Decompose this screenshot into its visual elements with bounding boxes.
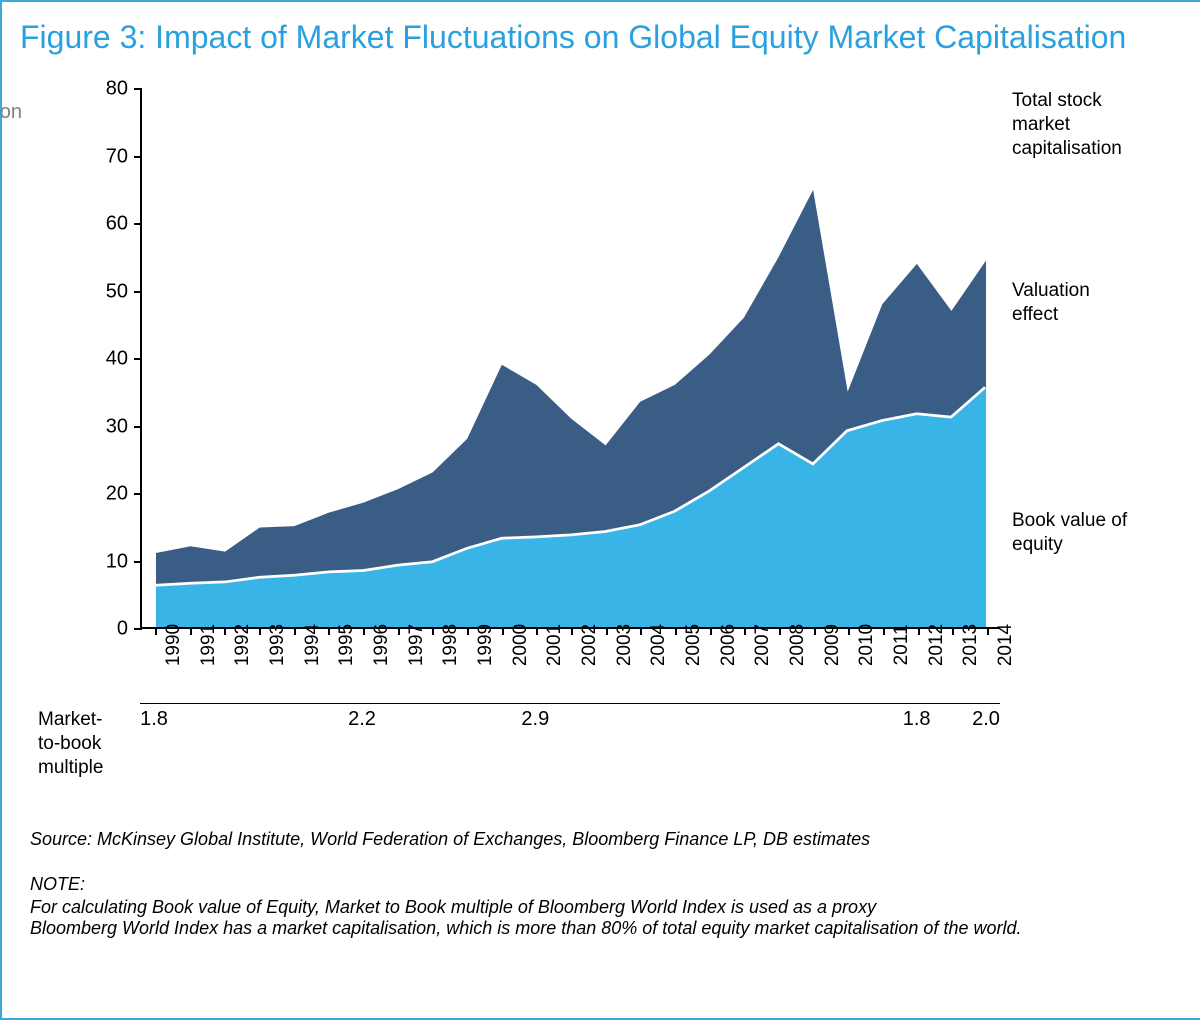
x-tick [814, 627, 816, 635]
series-label-book-line1: Book value of [1012, 510, 1127, 531]
x-tick [398, 627, 400, 635]
x-tick-label: 2008 [787, 624, 809, 666]
x-tick-label: 1992 [232, 624, 254, 666]
figure-title: Figure 3: Impact of Market Fluctuations … [20, 16, 1182, 59]
series-label-total-line2: market [1012, 114, 1070, 135]
series-label-total: Total stock market capitalisation [1012, 89, 1122, 160]
x-tick [571, 627, 573, 635]
plot-area: 0102030405060708019901991199219931994199… [140, 89, 1000, 629]
x-tick-label: 1997 [406, 624, 428, 666]
x-tick-label: 2014 [995, 624, 1017, 666]
market-to-book-row: Market-to-bookmultiple 1.82.22.91.82.0 [140, 703, 1000, 733]
series-label-total-line1: Total stock [1012, 90, 1102, 111]
chart-container: USD trillion 010203040506070801990199119… [30, 69, 1150, 709]
x-tick [675, 627, 677, 635]
y-tick [134, 358, 142, 360]
x-tick-label: 2005 [683, 624, 705, 666]
y-tick [134, 88, 142, 90]
figure-footer: Source: McKinsey Global Institute, World… [30, 829, 1182, 939]
x-tick-label: 2004 [648, 624, 670, 666]
x-tick [328, 627, 330, 635]
x-tick-label: 2010 [856, 624, 878, 666]
x-tick [779, 627, 781, 635]
x-tick [155, 627, 157, 635]
area-chart-svg [142, 89, 1000, 627]
x-tick-label: 1996 [371, 624, 393, 666]
note-line-1: For calculating Book value of Equity, Ma… [30, 897, 1182, 918]
y-tick [134, 493, 142, 495]
x-tick [467, 627, 469, 635]
y-tick [134, 223, 142, 225]
x-tick-label: 1999 [475, 624, 497, 666]
x-tick-label: 2006 [718, 624, 740, 666]
y-tick [134, 291, 142, 293]
x-tick [190, 627, 192, 635]
x-tick [640, 627, 642, 635]
y-tick-label: 60 [106, 213, 128, 236]
y-tick-label: 40 [106, 348, 128, 371]
note-heading: NOTE: [30, 874, 1182, 895]
market-to-book-value: 2.0 [972, 708, 1000, 731]
x-tick [259, 627, 261, 635]
market-to-book-value: 2.9 [521, 708, 549, 731]
series-label-valuation: Valuation effect [1012, 279, 1090, 327]
series-label-total-line3: capitalisation [1012, 138, 1122, 159]
x-tick-label: 2001 [544, 624, 566, 666]
y-tick [134, 426, 142, 428]
note-line-2: Bloomberg World Index has a market capit… [30, 918, 1182, 939]
market-to-book-value: 2.2 [348, 708, 376, 731]
x-tick-label: 2007 [752, 624, 774, 666]
figure-frame: Figure 3: Impact of Market Fluctuations … [0, 0, 1200, 1020]
x-tick-label: 2002 [579, 624, 601, 666]
x-tick [744, 627, 746, 635]
x-tick-label: 2012 [926, 624, 948, 666]
x-tick-label: 1990 [163, 624, 185, 666]
x-tick-label: 1991 [198, 624, 220, 666]
y-tick [134, 156, 142, 158]
market-to-book-value: 1.8 [140, 708, 168, 731]
x-tick [294, 627, 296, 635]
x-tick-label: 1995 [336, 624, 358, 666]
x-tick-label: 1994 [302, 624, 324, 666]
market-to-book-value: 1.8 [903, 708, 931, 731]
x-tick-label: 1998 [440, 624, 462, 666]
x-tick-label: 2011 [891, 625, 913, 666]
market-to-book-label: Market-to-bookmultiple [38, 708, 103, 779]
y-tick [134, 628, 142, 630]
y-tick-label: 70 [106, 145, 128, 168]
series-label-book: Book value of equity [1012, 509, 1127, 557]
x-tick-label: 2000 [510, 624, 532, 666]
y-axis-label: USD trillion [0, 101, 22, 124]
source-line: Source: McKinsey Global Institute, World… [30, 829, 1182, 850]
x-tick [224, 627, 226, 635]
x-tick [883, 627, 885, 635]
x-tick-label: 2009 [822, 624, 844, 666]
y-tick-label: 50 [106, 280, 128, 303]
y-tick-label: 20 [106, 483, 128, 506]
x-tick [987, 627, 989, 635]
x-tick [432, 627, 434, 635]
x-tick [536, 627, 538, 635]
x-tick-label: 2013 [960, 624, 982, 666]
x-tick-label: 2003 [614, 624, 636, 666]
series-label-valuation-line1: Valuation [1012, 280, 1090, 301]
y-tick [134, 561, 142, 563]
x-tick [918, 627, 920, 635]
x-tick [848, 627, 850, 635]
x-tick [710, 627, 712, 635]
y-tick-label: 80 [106, 78, 128, 101]
y-tick-label: 0 [117, 618, 128, 641]
x-tick [606, 627, 608, 635]
x-tick [502, 627, 504, 635]
series-label-book-line2: equity [1012, 534, 1063, 555]
x-tick [952, 627, 954, 635]
x-tick-label: 1993 [267, 624, 289, 666]
y-tick-label: 30 [106, 415, 128, 438]
y-tick-label: 10 [106, 550, 128, 573]
series-label-valuation-line2: effect [1012, 304, 1058, 325]
x-tick [363, 627, 365, 635]
